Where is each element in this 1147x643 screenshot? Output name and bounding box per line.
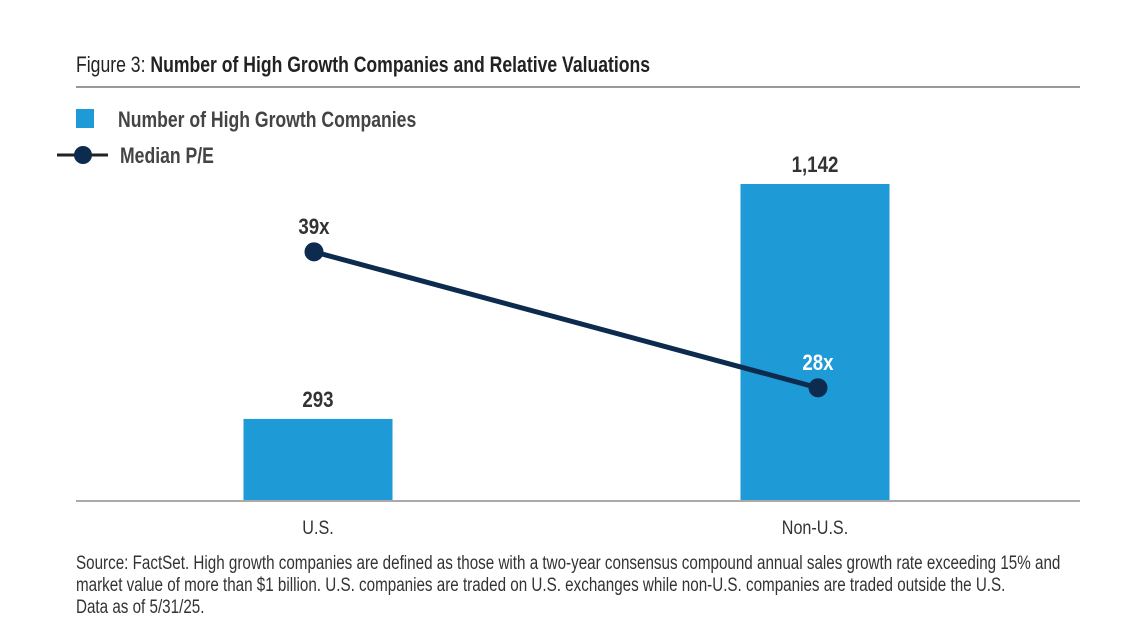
pe-point: [304, 242, 324, 262]
pe-value-label: 39x: [298, 215, 330, 239]
legend-bar-label: Number of High Growth Companies: [118, 107, 417, 132]
title-divider: [76, 86, 1080, 88]
legend-line-label: Median P/E: [120, 143, 214, 168]
figure-label: Figure 3:: [76, 52, 146, 77]
footnote-line: Data as of 5/31/25.: [76, 597, 205, 618]
x-tick-label: Non-U.S.: [782, 517, 848, 539]
title-text: Number of High Growth Companies and Rela…: [150, 52, 651, 77]
pe-line: [313, 249, 819, 391]
chart-title: Figure 3: Number of High Growth Companie…: [76, 52, 650, 78]
bar-0: [243, 418, 393, 500]
legend-bar-swatch: [76, 109, 94, 128]
footnote-line: market value of more than $1 billion. U.…: [76, 575, 1006, 596]
bar-value-label: 293: [302, 389, 333, 413]
pe-point: [808, 378, 828, 398]
pe-value-label: 28x: [802, 351, 834, 375]
footnote: Source: FactSet. High growth companies a…: [76, 553, 1147, 619]
bar-1: [740, 184, 890, 500]
footnote-line: Source: FactSet. High growth companies a…: [76, 553, 1061, 574]
legend-marker-icon: [74, 146, 92, 164]
x-tick-label: U.S.: [302, 517, 333, 539]
bar-value-label: 1,142: [792, 154, 839, 178]
